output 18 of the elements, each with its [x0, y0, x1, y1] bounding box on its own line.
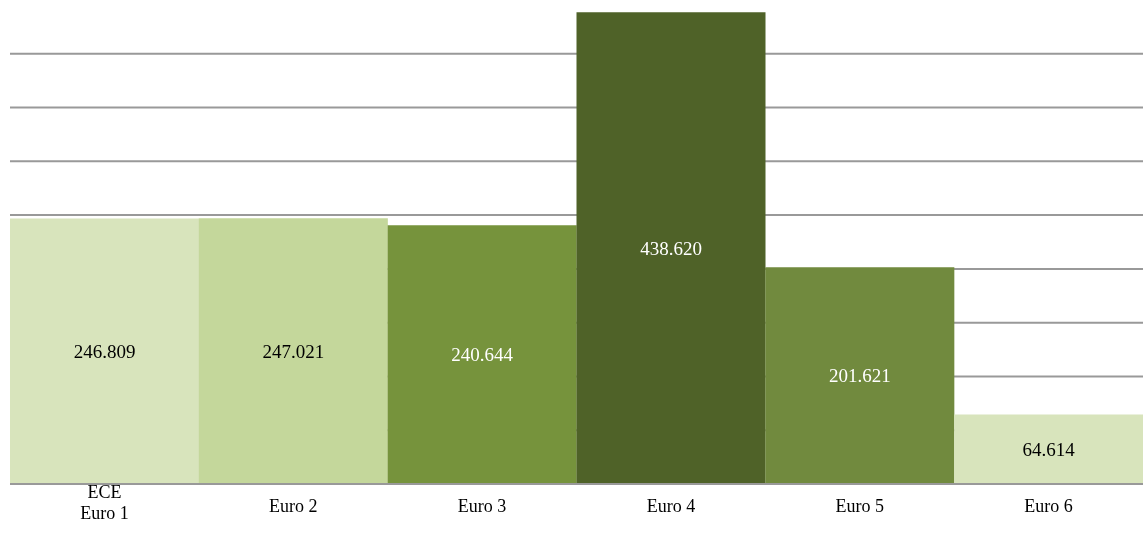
- data-label: 438.620: [640, 237, 702, 259]
- x-tick-label: Euro 6: [1024, 496, 1073, 516]
- bar: [10, 218, 199, 484]
- x-tick-label: Euro 3: [457, 496, 507, 516]
- x-tick-label: Euro 5: [835, 496, 884, 516]
- data-label: 246.809: [73, 340, 136, 362]
- bar: [954, 414, 1143, 484]
- x-tick-label: Euro 2: [269, 496, 318, 516]
- data-label: 247.021: [262, 340, 325, 362]
- bar: [198, 218, 388, 484]
- data-label: 240.644: [451, 344, 514, 366]
- bar: [387, 225, 577, 484]
- data-label: 64.614: [1022, 438, 1076, 460]
- bar: [576, 12, 766, 484]
- bar: [765, 267, 955, 484]
- x-tick-label: Euro 4: [646, 496, 696, 516]
- data-label: 201.621: [828, 365, 891, 387]
- x-tick-label: ECE Euro 1: [80, 482, 129, 523]
